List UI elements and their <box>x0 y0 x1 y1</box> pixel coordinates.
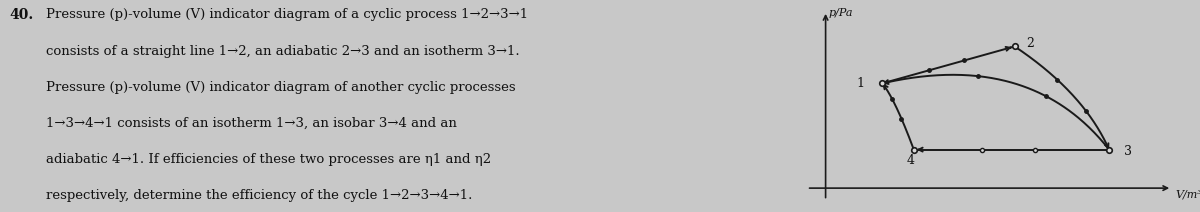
Text: Pressure (p)-volume (V) indicator diagram of a cyclic process 1→2→3→1: Pressure (p)-volume (V) indicator diagra… <box>47 8 528 21</box>
Text: V/m³: V/m³ <box>1175 190 1200 200</box>
Text: 40.: 40. <box>10 8 34 22</box>
Text: 1: 1 <box>857 77 864 90</box>
Text: p/Pa: p/Pa <box>829 8 853 18</box>
Text: 4: 4 <box>907 154 914 167</box>
Text: respectively, determine the efficiency of the cycle 1→2→3→4→1.: respectively, determine the efficiency o… <box>47 189 473 202</box>
Text: consists of a straight line 1→2, an adiabatic 2→3 and an isotherm 3→1.: consists of a straight line 1→2, an adia… <box>47 45 520 57</box>
Text: 3: 3 <box>1124 145 1132 158</box>
Text: 1→3→4→1 consists of an isotherm 1→3, an isobar 3→4 and an: 1→3→4→1 consists of an isotherm 1→3, an … <box>47 117 457 130</box>
Text: 2: 2 <box>1026 37 1034 50</box>
Text: Pressure (p)-volume (V) indicator diagram of another cyclic processes: Pressure (p)-volume (V) indicator diagra… <box>47 81 516 93</box>
Text: adiabatic 4→1. If efficiencies of these two processes are η1 and η2: adiabatic 4→1. If efficiencies of these … <box>47 153 492 166</box>
